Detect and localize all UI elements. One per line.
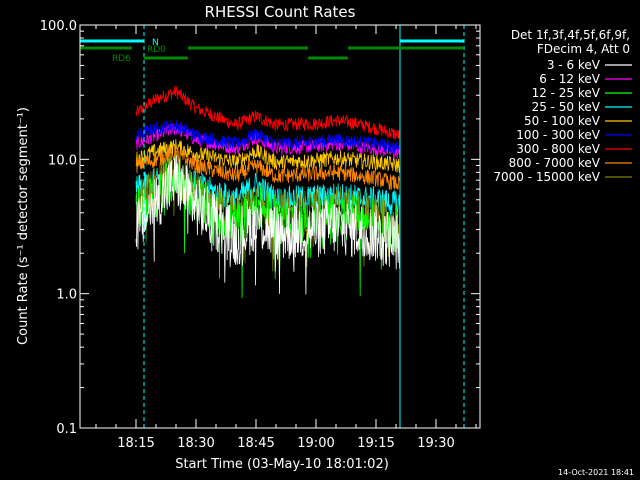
x-tick-label: 18:15: [117, 436, 154, 451]
y-axis-label: Count Rate (s⁻¹ detector segment⁻¹): [16, 107, 31, 345]
legend-entry-label: 6 - 12 keV: [539, 72, 601, 86]
y-tick-label: 0.1: [56, 422, 77, 437]
legend-entry-label: 7000 - 15000 keV: [493, 170, 600, 184]
timestamp: 14-Oct-2021 18:41: [558, 468, 634, 477]
plot-frame: [79, 24, 481, 429]
y-tick-label: 10.0: [48, 153, 77, 168]
y-axis-ticks: 100.0 10.0 1.0 0.1: [40, 19, 480, 437]
legend-header: FDecim 4, Att 0: [537, 42, 630, 56]
vertical-marker-layer: [143, 25, 465, 428]
x-tick-label: 19:15: [357, 436, 394, 451]
x-tick-label: 19:00: [297, 436, 334, 451]
series-line: [135, 146, 401, 191]
series-line: [135, 119, 401, 154]
x-tick-label: 19:30: [417, 436, 454, 451]
legend-entry-label: 12 - 25 keV: [532, 86, 601, 100]
legend: Det 1f,3f,4f,5f,6f,9f,FDecim 4, Att 0 3 -…: [493, 28, 632, 184]
x-tick-label: 18:45: [237, 436, 274, 451]
series-layer: [135, 85, 401, 299]
chart-title: RHESSI Count Rates: [205, 3, 356, 21]
series-line: [135, 123, 401, 160]
attenuator-bar-label: N: [152, 38, 159, 48]
x-axis-ticks: 18:15 18:30 18:45 19:00 19:15 19:30: [95, 25, 477, 451]
attenuator-bar-label: RD0: [147, 45, 166, 55]
legend-header: Det 1f,3f,4f,5f,6f,9f,: [511, 28, 630, 42]
legend-entry-label: 300 - 800 keV: [516, 142, 600, 156]
series-line: [135, 139, 401, 174]
x-tick-label: 18:30: [177, 436, 214, 451]
attenuator-bar-label: RD6: [112, 54, 131, 64]
y-tick-label: 1.0: [56, 288, 77, 303]
legend-entry-label: 800 - 7000 keV: [509, 156, 601, 170]
series-line: [135, 154, 401, 295]
legend-entry-label: 50 - 100 keV: [524, 114, 601, 128]
x-axis-label: Start Time (03-May-10 18:01:02): [175, 457, 389, 472]
y-tick-label: 100.0: [40, 19, 77, 34]
series-line: [135, 85, 401, 140]
legend-entry-label: 3 - 6 keV: [547, 58, 601, 72]
legend-entry-label: 100 - 300 keV: [516, 128, 600, 142]
legend-entry-label: 25 - 50 keV: [532, 100, 601, 114]
